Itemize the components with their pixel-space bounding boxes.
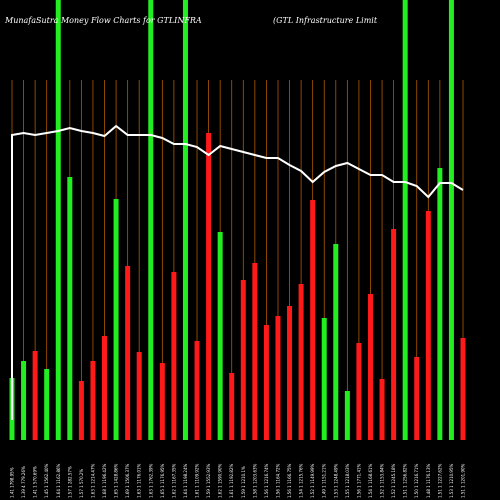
bar	[229, 373, 235, 440]
x-tick-label: 1.52 1 1153.84%	[380, 463, 385, 498]
bar	[287, 306, 293, 440]
x-tick-label: 1.50 1 1216.71%	[414, 463, 419, 498]
bar	[194, 341, 200, 440]
x-tick-label: 1.48 1 1176.13%	[426, 463, 431, 498]
x-tick-label: 1.65 1 1176.95%	[160, 463, 165, 498]
bar	[148, 0, 154, 440]
x-tick-label: 1.51 1 1201.90%	[461, 463, 466, 498]
chart-title-right: (GTL Infrastructure Limit	[273, 16, 378, 25]
bar	[402, 0, 408, 440]
x-tick-label: 1.57 1 282.57%	[67, 466, 72, 498]
price-line	[11, 124, 464, 420]
chart-title-left: MunafaSutra Money Flow Charts for GTLINF…	[4, 16, 202, 25]
bar	[391, 229, 397, 440]
x-tick-label: 1.69 1 1506.37%	[125, 463, 130, 498]
bar	[217, 232, 223, 440]
bar	[159, 363, 165, 440]
bar	[310, 200, 316, 440]
x-tick-label: 1.52 1 1149.99%	[310, 463, 315, 498]
bar	[460, 338, 466, 440]
bar	[182, 0, 188, 440]
bar	[78, 381, 84, 440]
x-tick-label: 1.54 1 1168.61%	[368, 463, 373, 498]
bar	[113, 199, 119, 440]
x-tick-label: 1.49 1 1151.21%	[322, 463, 327, 498]
bar	[298, 284, 304, 440]
x-tick-label: 1.63 1 1762.39%	[148, 463, 153, 498]
x-tick-label: 1.61 1 1192.82%	[229, 463, 234, 498]
x-tick-label: 1.63 1 1214.47%	[90, 463, 95, 498]
bar	[414, 357, 420, 440]
bar	[136, 352, 142, 440]
x-tick-label: 1.39 4 779.26%	[21, 466, 26, 498]
bar	[44, 369, 50, 440]
x-tick-label: 1.64 1 1162.86%	[56, 463, 61, 498]
x-tick-label: 1.52 1 1245.18%	[391, 463, 396, 498]
bar	[125, 266, 131, 440]
x-tick-label: 1.63 1 1176.01%	[137, 463, 142, 498]
x-tick-label: 1.56 1 1166.75%	[287, 463, 292, 498]
x-tick-label: 1.62 1 1167.35%	[171, 463, 176, 498]
x-tick-label: 1.59 1 1210.1%	[241, 466, 246, 498]
x-tick-label: 1.54 1 1215.76%	[299, 463, 304, 498]
bar	[55, 0, 61, 440]
bar	[367, 294, 373, 440]
x-tick-label: 1.55 1 1218.03%	[345, 463, 350, 498]
bar	[67, 177, 73, 440]
x-tick-label: 1.53 1 1248.49%	[333, 463, 338, 498]
x-tick-label: 1.56 1 1164.72%	[275, 463, 280, 498]
bar	[356, 343, 362, 440]
x-tick-label: 1.51 1 1256.82%	[403, 463, 408, 498]
x-tick-label: 1.56 1 1216.74%	[264, 463, 269, 498]
x-tick-label: 1.59 1 1552.93%	[206, 463, 211, 498]
x-tick-label: 1.56 1 1771.41%	[356, 463, 361, 498]
price-line-path	[11, 124, 464, 420]
bar	[206, 133, 212, 440]
x-tick-labels: 1.41 1798.95% 1.39 4 779.26% 1.41 1 570.69…	[10, 463, 466, 498]
x-tick-label: 1.41 1798.95%	[10, 467, 15, 498]
bars	[9, 0, 466, 440]
bar	[275, 316, 281, 440]
bar	[425, 211, 431, 440]
x-tick-label: 1.64 1 1198.24%	[183, 463, 188, 498]
bar	[379, 379, 385, 440]
x-tick-label: 1.41 1 570.69%	[33, 466, 38, 498]
bar	[321, 318, 327, 440]
x-tick-label: 1.61 1 1109.92%	[195, 463, 200, 498]
bar	[171, 272, 177, 440]
bar	[263, 325, 269, 440]
bar	[252, 263, 258, 440]
x-tick-label: 1.65 1 1428.86%	[114, 463, 119, 498]
bar	[448, 0, 454, 440]
bar	[437, 168, 443, 440]
x-tick-label: 1.45 1 1562.40%	[44, 463, 49, 498]
bar	[32, 351, 38, 440]
x-tick-label: 1.62 1 1590.90%	[218, 463, 223, 498]
bar	[333, 244, 339, 440]
bar	[90, 361, 96, 440]
x-tick-label: 1.68 1 1196.42%	[102, 463, 107, 498]
bar	[240, 280, 246, 440]
bar	[21, 361, 27, 440]
x-tick-label: 1.51 1 1227.62%	[437, 463, 442, 498]
bar	[102, 336, 108, 440]
x-tick-label: 1.53 1 1210.95%	[449, 463, 454, 498]
x-tick-label: 1.58 1 1203.63%	[252, 463, 257, 498]
bar	[344, 391, 350, 440]
x-tick-label: 1.57 1 570.2%	[79, 469, 84, 498]
